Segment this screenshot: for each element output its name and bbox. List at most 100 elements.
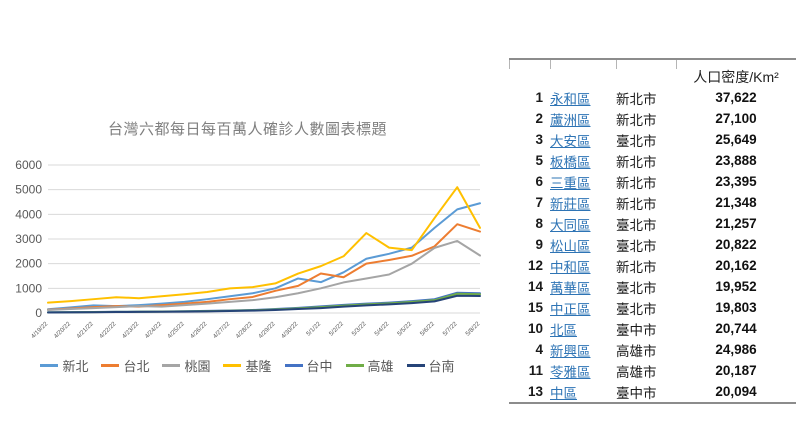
- legend-item-高雄: 高雄: [345, 356, 394, 375]
- chart-legend: 新北 台北 桃園 基隆 台中 高雄 台南: [0, 356, 495, 375]
- legend-label: 基隆: [245, 359, 272, 374]
- legend-item-台南: 台南: [406, 356, 455, 375]
- density-value: 19,803: [715, 300, 757, 315]
- city-value: 臺中市: [616, 322, 657, 338]
- district-link[interactable]: 三重區: [550, 175, 591, 191]
- covid-line-chart-panel: 台灣六都每日每百萬人確診人數圖表標題 0 1000 2000 3000 4000 5000…: [0, 118, 495, 375]
- legend-color-dash: [223, 364, 242, 367]
- rank-value: 4: [535, 342, 543, 357]
- legend-item-桃園: 桃園: [162, 356, 210, 375]
- x-axis-tick-label: 5/6/22: [419, 320, 437, 338]
- district-link[interactable]: 中和區: [550, 259, 591, 275]
- x-axis-tick-label: 4/22/22: [98, 320, 118, 340]
- legend-label: 台北: [123, 359, 150, 374]
- city-value: 高雄市: [616, 364, 657, 380]
- x-axis-tick-label: 5/8/22: [464, 320, 482, 338]
- rank-value: 1: [535, 90, 543, 105]
- series-line-基隆: [47, 186, 481, 304]
- x-axis-tick-label: 5/7/22: [442, 320, 460, 338]
- table-row: 14 萬華區 臺北市 19,952: [509, 276, 796, 297]
- legend-item-台北: 台北: [101, 356, 149, 375]
- legend-color-dash: [284, 364, 303, 367]
- district-link[interactable]: 中區: [550, 385, 577, 401]
- plot-area: 0 1000 2000 3000 4000 5000 6000 4/19/22 4/20/22 4…: [0, 142, 495, 354]
- rank-value: 10: [527, 321, 543, 336]
- y-axis-tick-label: 6000: [15, 158, 42, 172]
- table-row: 12 中和區 新北市 20,162: [509, 255, 796, 276]
- city-value: 臺北市: [616, 217, 657, 233]
- table-row: 7 新莊區 新北市 21,348: [509, 192, 796, 213]
- table-row: 13 中區 臺中市 20,094: [509, 381, 796, 403]
- legend-color-dash: [40, 364, 59, 367]
- legend-color-dash: [162, 364, 181, 367]
- density-value: 20,162: [715, 258, 757, 273]
- density-value: 27,100: [715, 111, 757, 126]
- table-header-row: 人口密度/Km²: [509, 59, 796, 87]
- rank-value: 8: [535, 216, 543, 231]
- density-value: 19,952: [715, 279, 757, 294]
- x-axis-tick-label: 4/27/22: [212, 320, 232, 340]
- district-link[interactable]: 大安區: [550, 133, 591, 149]
- density-value: 20,094: [715, 384, 757, 399]
- city-value: 新北市: [616, 154, 657, 170]
- legend-item-基隆: 基隆: [223, 356, 272, 375]
- y-axis-tick-label: 5000: [15, 183, 42, 197]
- district-link[interactable]: 松山區: [550, 238, 591, 254]
- legend-color-dash: [345, 364, 364, 367]
- x-axis-tick-label: 4/25/22: [166, 320, 186, 340]
- density-value: 21,257: [715, 216, 757, 231]
- table-row: 11 苓雅區 高雄市 20,187: [509, 360, 796, 381]
- rank-value: 14: [527, 279, 543, 294]
- legend-color-dash: [101, 364, 120, 367]
- district-link[interactable]: 板橋區: [550, 154, 591, 170]
- density-value: 21,348: [715, 195, 757, 210]
- rank-value: 3: [535, 132, 543, 147]
- legend-label: 新北: [62, 359, 89, 374]
- x-axis-tick-label: 4/19/22: [30, 320, 50, 340]
- y-axis-tick-label: 3000: [15, 232, 42, 246]
- legend-label: 台中: [306, 359, 333, 374]
- density-table-panel: 人口密度/Km² 1 永和區 新北市 37,622 2 蘆洲區 新北市 27,1…: [509, 58, 796, 404]
- district-link[interactable]: 萬華區: [550, 280, 591, 296]
- rank-value: 9: [535, 237, 543, 252]
- district-link[interactable]: 北區: [550, 322, 577, 338]
- header-density-cell: 人口密度/Km²: [676, 59, 796, 87]
- district-link[interactable]: 新興區: [550, 343, 591, 359]
- city-value: 新北市: [616, 112, 657, 128]
- x-axis-tick-label: 4/24/22: [144, 320, 164, 340]
- x-axis-tick-label: 5/3/22: [351, 320, 369, 338]
- x-axis-tick-label: 4/29/22: [257, 320, 277, 340]
- y-axis-tick-label: 0: [35, 306, 42, 320]
- table-row: 3 大安區 臺北市 25,649: [509, 129, 796, 150]
- table-row: 5 板橋區 新北市 23,888: [509, 150, 796, 171]
- table-row: 6 三重區 新北市 23,395: [509, 171, 796, 192]
- x-axis-tick-label: 5/2/22: [328, 320, 346, 338]
- y-axis-tick-label: 4000: [15, 207, 42, 221]
- table-row: 8 大同區 臺北市 21,257: [509, 213, 796, 234]
- city-value: 臺北市: [616, 238, 657, 254]
- density-value: 24,986: [715, 342, 757, 357]
- x-axis-tick-label: 4/28/22: [234, 320, 254, 340]
- rank-value: 5: [535, 153, 543, 168]
- table-row: 4 新興區 高雄市 24,986: [509, 339, 796, 360]
- series-line-桃園: [47, 239, 481, 312]
- city-value: 新北市: [616, 259, 657, 275]
- city-value: 高雄市: [616, 343, 657, 359]
- series-line-台南: [47, 294, 481, 314]
- district-link[interactable]: 中正區: [550, 301, 591, 317]
- density-value: 23,888: [715, 153, 757, 168]
- district-link[interactable]: 苓雅區: [550, 364, 591, 380]
- table-row: 10 北區 臺中市 20,744: [509, 318, 796, 339]
- city-value: 臺北市: [616, 301, 657, 317]
- district-link[interactable]: 大同區: [550, 217, 591, 233]
- legend-label: 高雄: [367, 359, 394, 374]
- x-axis-tick-label: 5/5/22: [396, 320, 414, 338]
- population-density-table: 人口密度/Km² 1 永和區 新北市 37,622 2 蘆洲區 新北市 27,1…: [509, 58, 796, 404]
- x-axis-tick-label: 4/20/22: [53, 320, 73, 340]
- city-value: 臺中市: [616, 385, 657, 401]
- district-link[interactable]: 蘆洲區: [550, 112, 591, 128]
- district-link[interactable]: 新莊區: [550, 196, 591, 212]
- district-link[interactable]: 永和區: [550, 91, 591, 107]
- density-value: 23,395: [715, 174, 757, 189]
